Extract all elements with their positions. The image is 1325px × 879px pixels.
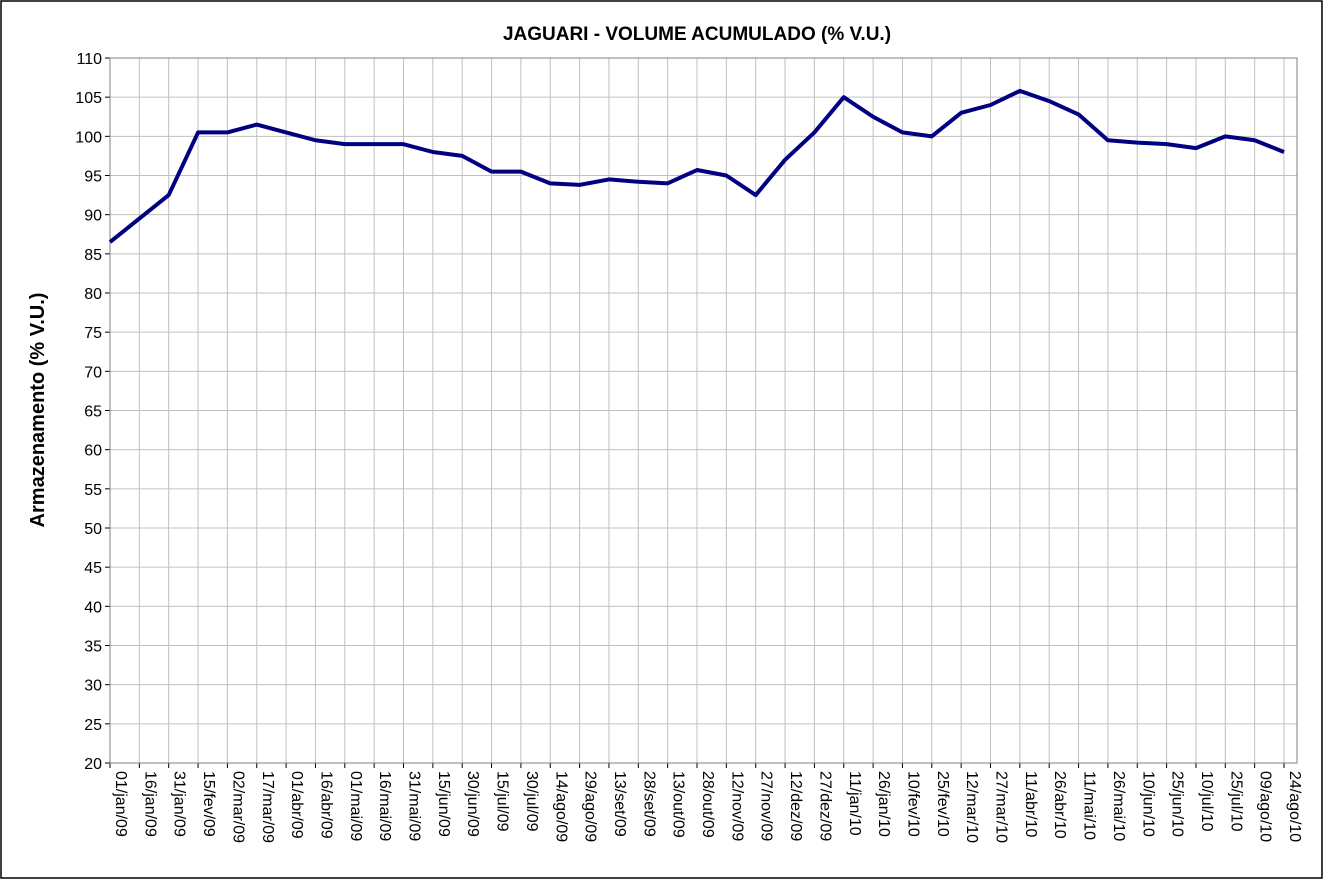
x-tick-label: 10/jul/10: [1198, 771, 1215, 832]
x-tick-label: 25/jun/10: [1169, 771, 1186, 837]
x-tick-label: 16/jan/09: [141, 771, 158, 837]
y-tick-label: 90: [84, 208, 102, 225]
y-tick-label: 25: [84, 717, 102, 734]
x-tick-label: 10/jun/10: [1139, 771, 1156, 837]
x-tick-label: 25/jul/10: [1227, 771, 1244, 832]
x-tick-label: 30/jun/09: [464, 771, 481, 837]
x-tick-label: 15/jul/09: [494, 771, 511, 832]
x-tick-label: 27/nov/09: [758, 771, 775, 841]
x-tick-label: 31/jan/09: [171, 771, 188, 837]
x-tick-label: 11/abr/10: [1022, 771, 1039, 838]
y-tick-label: 105: [75, 90, 102, 107]
x-tick-label: 27/mar/10: [993, 771, 1010, 843]
y-tick-label: 95: [84, 169, 102, 186]
y-tick-label: 100: [75, 129, 102, 146]
y-tick-label: 110: [76, 51, 102, 68]
x-tick-label: 26/abr/10: [1051, 771, 1068, 839]
x-tick-label: 26/jan/10: [875, 771, 892, 837]
x-tick-label: 27/dez/09: [816, 771, 833, 841]
x-tick-label: 12/dez/09: [787, 771, 804, 841]
y-axis-label: Armazenamento (% V.U.): [27, 293, 49, 528]
x-tick-label: 13/out/09: [670, 771, 687, 838]
y-tick-label: 85: [84, 247, 102, 264]
x-tick-label: 09/ago/10: [1257, 771, 1274, 842]
plot-border: [109, 57, 1298, 764]
y-tick-label: 35: [84, 639, 102, 656]
x-tick-label: 10/fev/10: [904, 771, 921, 837]
x-tick-label: 11/mai/10: [1081, 771, 1098, 840]
y-tick-label: 70: [84, 364, 102, 381]
x-tick-label: 15/jun/09: [435, 771, 452, 837]
chart-title: JAGUARI - VOLUME ACUMULADO (% V.U.): [503, 24, 891, 45]
x-tick-label: 24/ago/10: [1286, 771, 1303, 842]
x-tick-label: 01/mai/09: [347, 771, 364, 841]
y-tick-label: 65: [84, 404, 102, 421]
x-tick-label: 25/fev/10: [934, 771, 951, 837]
y-tick-label: 45: [84, 560, 102, 577]
y-tick-label: 60: [84, 443, 102, 460]
x-tick-label: 29/ago/09: [582, 771, 599, 842]
x-tick-label: 28/set/09: [640, 771, 657, 837]
x-tick-label: 26/mai/10: [1110, 771, 1127, 841]
x-tick-label: 01/abr/09: [288, 771, 305, 839]
x-tick-label: 02/mar/09: [229, 771, 246, 843]
y-tick-label: 55: [84, 482, 102, 499]
y-tick-label: 80: [84, 286, 102, 303]
y-tick-label: 50: [84, 521, 102, 538]
y-tick-label: 75: [84, 325, 102, 342]
y-tick-label: 20: [84, 756, 102, 773]
x-tick-label: 28/out/09: [699, 771, 716, 838]
x-tick-label: 14/ago/09: [552, 771, 569, 842]
x-tick-label: 12/nov/09: [728, 771, 745, 841]
y-tick-label: 40: [84, 599, 102, 616]
x-tick-label: 31/mai/09: [406, 771, 423, 841]
data-line: [108, 88, 1285, 244]
x-tick-label: 17/mar/09: [259, 771, 276, 843]
x-tick-label: 13/set/09: [611, 771, 628, 837]
x-tick-label: 16/mai/09: [376, 771, 393, 841]
x-tick-label: 11/jan/10: [846, 771, 863, 836]
x-tick-label: 16/abr/09: [317, 771, 334, 839]
x-tick-label: 15/fev/09: [200, 771, 217, 837]
x-tick-label: 12/mar/10: [963, 771, 980, 843]
y-tick-label: 30: [84, 678, 102, 695]
x-tick-label: 30/jul/09: [523, 771, 540, 832]
x-tick-label: 01/jan/09: [112, 771, 129, 837]
